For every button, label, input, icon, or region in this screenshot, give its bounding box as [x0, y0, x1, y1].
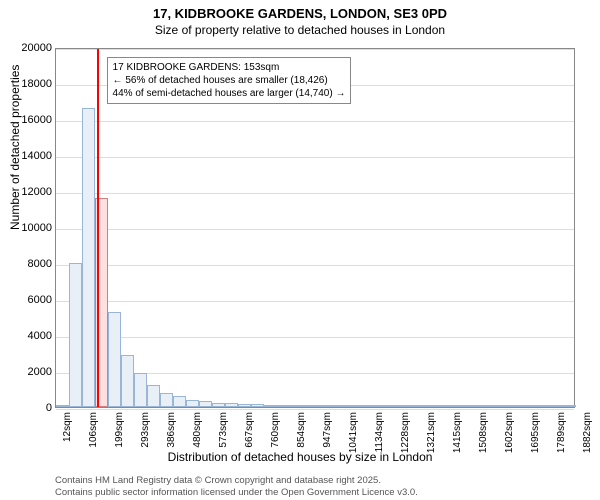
y-axis-label: Number of detached properties	[8, 65, 22, 230]
bar	[550, 405, 563, 407]
bar	[147, 385, 160, 407]
callout-line2: ← 56% of detached houses are smaller (18…	[113, 74, 346, 87]
y-tick: 14000	[21, 150, 52, 162]
bar	[368, 405, 381, 407]
bar	[459, 405, 472, 407]
footer: Contains HM Land Registry data © Crown c…	[55, 475, 418, 498]
bar	[446, 405, 459, 407]
bar	[134, 373, 147, 407]
bar	[212, 403, 225, 408]
x-axis-label: Distribution of detached houses by size …	[0, 450, 600, 464]
bar	[407, 405, 420, 407]
y-tick: 8000	[28, 258, 52, 270]
bar	[173, 396, 186, 407]
y-tick: 12000	[21, 186, 52, 198]
y-tick: 18000	[21, 78, 52, 90]
y-tick: 2000	[28, 366, 52, 378]
bar	[290, 405, 303, 407]
bar	[394, 405, 407, 407]
bar	[251, 404, 264, 407]
bar	[82, 108, 95, 407]
y-tick: 20000	[21, 42, 52, 54]
bar	[537, 405, 550, 407]
bar	[420, 405, 433, 407]
bar	[472, 405, 485, 407]
bar	[277, 405, 290, 407]
bar	[238, 404, 251, 407]
bar	[355, 405, 368, 407]
plot-area: 17 KIDBROOKE GARDENS: 153sqm ← 56% of de…	[55, 48, 575, 408]
bar	[121, 355, 134, 407]
callout-line1: 17 KIDBROOKE GARDENS: 153sqm	[113, 61, 346, 74]
bar	[186, 400, 199, 407]
y-tick: 0	[46, 402, 52, 414]
y-tick: 6000	[28, 294, 52, 306]
y-tick: 10000	[21, 222, 52, 234]
bar	[264, 405, 277, 407]
bar	[524, 405, 537, 407]
marker-line	[97, 49, 99, 407]
chart-title-1: 17, KIDBROOKE GARDENS, LONDON, SE3 0PD	[0, 0, 600, 21]
bar	[381, 405, 394, 407]
bar	[563, 405, 576, 407]
bar	[316, 405, 329, 407]
bar	[56, 405, 69, 407]
bar	[108, 312, 121, 407]
bar	[433, 405, 446, 407]
bar	[498, 405, 511, 407]
y-tick: 4000	[28, 330, 52, 342]
bar	[199, 401, 212, 407]
chart-container: 17, KIDBROOKE GARDENS, LONDON, SE3 0PD S…	[0, 0, 600, 500]
bar	[160, 393, 173, 407]
bar	[485, 405, 498, 407]
bar	[342, 405, 355, 407]
bar	[329, 405, 342, 407]
callout-line3: 44% of semi-detached houses are larger (…	[113, 87, 346, 100]
footer-line2: Contains public sector information licen…	[55, 487, 418, 498]
callout-box: 17 KIDBROOKE GARDENS: 153sqm ← 56% of de…	[107, 57, 352, 104]
bar	[303, 405, 316, 407]
bar	[69, 263, 82, 407]
footer-line1: Contains HM Land Registry data © Crown c…	[55, 475, 418, 486]
y-tick: 16000	[21, 114, 52, 126]
chart-title-2: Size of property relative to detached ho…	[0, 21, 600, 37]
bar	[225, 403, 238, 407]
bar	[511, 405, 524, 407]
